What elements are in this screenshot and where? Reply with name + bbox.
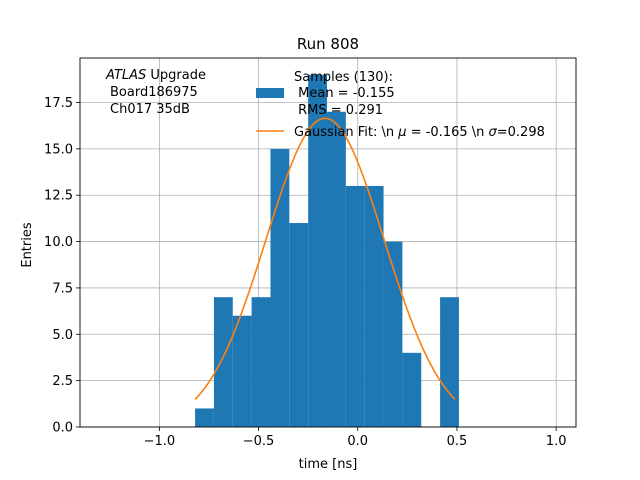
- legend-samples-line-1: Samples (130):: [294, 70, 393, 85]
- histogram-bar-4: [270, 148, 290, 427]
- chart-title: Run 808: [297, 35, 359, 53]
- histogram-bar-8: [345, 185, 365, 427]
- legend-fit-part-3: = -0.165 \n: [407, 125, 489, 140]
- legend-samples-rms: RMS = 0.291: [294, 103, 383, 118]
- board-label: Board186975: [110, 85, 198, 100]
- channel-label: Ch017 35dB: [110, 102, 190, 117]
- legend-fit-mu-symbol: μ: [397, 125, 406, 140]
- x-tick-label-4: 1.0: [546, 434, 567, 449]
- atlas-annotation: ATLAS Upgrade Board186975 Ch017 35dB: [105, 68, 206, 117]
- y-tick-label-7: 17.5: [44, 96, 73, 111]
- y-tick-label-1: 2.5: [52, 374, 73, 389]
- legend-samples-mean: Mean = -0.155: [294, 86, 395, 101]
- y-tick-label-0: 0.0: [52, 421, 73, 436]
- x-tick-label-0: −1.0: [144, 434, 176, 449]
- legend: Samples (130): Mean = -0.155 RMS = 0.291…: [256, 70, 545, 140]
- histogram-bar-13: [440, 297, 459, 427]
- legend-fit-part-5: =0.298: [497, 125, 545, 140]
- y-tick-label-4: 10.0: [44, 235, 73, 250]
- y-tick-label-2: 5.0: [52, 328, 73, 343]
- legend-fit-part-1: Gaussian Fit: \n: [294, 125, 398, 140]
- histogram-bar-5: [289, 223, 309, 427]
- legend-fit-sigma-symbol: σ: [489, 125, 498, 140]
- y-tick-label-3: 7.5: [52, 281, 73, 296]
- histogram-bar-2: [232, 315, 252, 427]
- y-tick-label-5: 12.5: [44, 189, 73, 204]
- y-tick-label-6: 15.0: [44, 142, 73, 157]
- x-axis-label: time [ns]: [299, 457, 358, 472]
- atlas-upgrade-line: ATLAS Upgrade: [105, 68, 206, 83]
- x-tick-label-3: 0.5: [447, 434, 468, 449]
- histogram-bar-6: [308, 74, 328, 427]
- x-tick-label-2: 0.0: [347, 434, 368, 449]
- legend-samples-swatch: [256, 88, 284, 98]
- histogram-bar-3: [251, 297, 271, 427]
- upgrade-label: Upgrade: [146, 68, 206, 83]
- x-tick-label-1: −0.5: [243, 434, 275, 449]
- atlas-label: ATLAS: [105, 68, 146, 83]
- histogram-bar-11: [402, 352, 422, 427]
- plot-frame: [79, 57, 577, 428]
- y-axis-label: Entries: [20, 222, 35, 268]
- legend-fit-label: Gaussian Fit: \n μ = -0.165 \n σ=0.298: [294, 125, 545, 140]
- histogram-bars: [195, 74, 459, 428]
- histogram-bar-10: [383, 241, 403, 427]
- gaussian-fit-curve: [194, 117, 456, 400]
- histogram-bar-7: [327, 111, 346, 428]
- histogram-bar-9: [364, 185, 384, 427]
- histogram-bar-0: [195, 408, 214, 427]
- axis-ticks: −1.0 −0.5 0.0 0.5 1.0 0.0 2.5 5.0 7.5 10.0 12.5 15.…: [44, 96, 566, 449]
- histogram-bar-1: [213, 297, 233, 427]
